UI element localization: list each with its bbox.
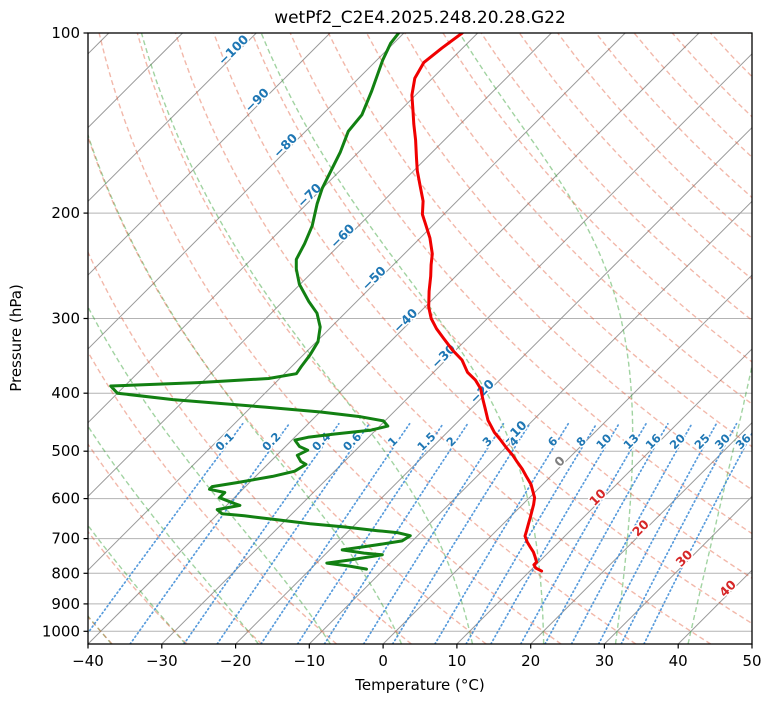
y-tick-label: 300 [51, 310, 80, 328]
mixing-ratio-label: 0.1 [212, 429, 236, 453]
y-tick-label: 500 [51, 442, 80, 460]
x-tick-label: 10 [447, 652, 466, 670]
x-tick-label: 20 [521, 652, 540, 670]
mixing-ratio-label: 0.2 [259, 429, 283, 453]
mixing-ratio-label: 0.4 [309, 429, 333, 453]
isotherm-label: −100 [215, 31, 252, 68]
y-tick-label: 400 [51, 384, 80, 402]
dewpoint-curve [109, 33, 412, 571]
y-tick-label: 1000 [42, 622, 80, 640]
y-tick-label: 700 [51, 530, 80, 548]
mixing-ratio-label: 1.5 [414, 429, 438, 453]
x-tick-label: −30 [146, 652, 178, 670]
dry-adiabat-lines [88, 33, 752, 644]
isotherm-label: 40 [716, 577, 739, 600]
y-tick-label: 600 [51, 490, 80, 508]
moist-adiabat-lines [88, 33, 752, 644]
x-tick-label: 0 [378, 652, 388, 670]
mixing-ratio-label: 10 [593, 431, 614, 452]
mixing-ratio-label: 1 [385, 434, 401, 450]
isotherm-label: −30 [428, 341, 459, 372]
y-tick-label: 100 [51, 24, 80, 42]
isotherm-label: −50 [359, 263, 390, 294]
isotherm-label: 10 [586, 485, 609, 508]
mixing-ratio-lines [88, 422, 752, 644]
isotherm-label: 0 [551, 453, 568, 470]
mixing-ratio-label: 20 [667, 431, 688, 452]
profile-curves [109, 33, 544, 573]
isotherm-lines [88, 33, 752, 644]
plot-frame [87, 32, 753, 645]
temperature-curve [410, 33, 544, 573]
isotherm-label: 30 [672, 547, 695, 570]
mixing-ratio-label: 16 [643, 431, 664, 452]
mixing-ratio-label: 30 [712, 431, 733, 452]
y-tick-label: 900 [51, 595, 80, 613]
mixing-ratio-label: 8 [573, 434, 589, 450]
mixing-ratio-label: 13 [620, 431, 641, 452]
x-tick-label: −10 [293, 652, 325, 670]
y-axis-label: Pressure (hPa) [7, 284, 25, 392]
isotherm-label: 20 [629, 516, 652, 539]
x-tick-label: 40 [669, 652, 688, 670]
isotherm-label: −60 [327, 221, 358, 252]
plot-area: −100−90−80−70−60−50−40−30−20−10010203040… [88, 31, 752, 644]
x-tick-label: 50 [742, 652, 761, 670]
chart-title: wetPf2_C2E4.2025.248.20.28.G22 [274, 8, 566, 28]
mixing-ratio-label: 6 [545, 434, 561, 450]
x-tick-label: 30 [595, 652, 614, 670]
mixing-ratio-labels: 0.1 0.2 0.4 0.6 1 1.5 2 3 4 6 8 10 13 16 20 25 30 36 [211, 428, 752, 455]
x-axis-label: Temperature (°C) [354, 676, 484, 694]
isotherm-label: −80 [270, 130, 301, 161]
x-tick-label: −40 [72, 652, 104, 670]
y-tick-label: 200 [51, 204, 80, 222]
mixing-ratio-label: 2 [443, 434, 459, 450]
isotherm-label: −90 [242, 85, 273, 116]
axis-ticks: −40 −30 −20 −10 0 10 20 30 40 5010020030040050060… [42, 24, 762, 670]
isobar-gridlines [88, 33, 752, 632]
mixing-ratio-label: 3 [479, 434, 495, 450]
y-tick-label: 800 [51, 564, 80, 582]
x-tick-label: −20 [220, 652, 252, 670]
